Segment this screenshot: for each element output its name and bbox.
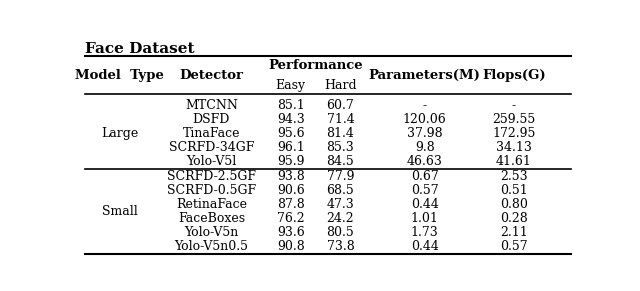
Text: 95.9: 95.9 [277, 155, 305, 168]
Text: 73.8: 73.8 [326, 240, 355, 253]
Text: RetinaFace: RetinaFace [176, 198, 247, 211]
Text: Performance: Performance [268, 59, 363, 72]
Text: 0.44: 0.44 [411, 198, 438, 211]
Text: 0.80: 0.80 [500, 198, 528, 211]
Text: 90.6: 90.6 [277, 184, 305, 197]
Text: 81.4: 81.4 [326, 127, 355, 140]
Text: 80.5: 80.5 [326, 226, 355, 239]
Text: 24.2: 24.2 [326, 212, 354, 225]
Text: 46.63: 46.63 [407, 155, 443, 168]
Text: 1.73: 1.73 [411, 226, 438, 239]
Text: Yolo-V5n0.5: Yolo-V5n0.5 [175, 240, 248, 253]
Text: Detector: Detector [179, 69, 243, 82]
Text: Yolo-V5l: Yolo-V5l [186, 155, 237, 168]
Text: 120.06: 120.06 [403, 113, 447, 126]
Text: Parameters(M): Parameters(M) [369, 69, 481, 82]
Text: 0.57: 0.57 [411, 184, 438, 197]
Text: 9.8: 9.8 [415, 141, 435, 154]
Text: 60.7: 60.7 [326, 99, 355, 112]
Text: 1.01: 1.01 [411, 212, 438, 225]
Text: -: - [422, 99, 427, 112]
Text: 71.4: 71.4 [326, 113, 355, 126]
Text: 0.28: 0.28 [500, 212, 528, 225]
Text: 0.57: 0.57 [500, 240, 528, 253]
Text: 47.3: 47.3 [326, 198, 355, 211]
Text: Small: Small [102, 205, 138, 218]
Text: 0.51: 0.51 [500, 184, 528, 197]
Text: 84.5: 84.5 [326, 155, 355, 168]
Text: Hard: Hard [324, 79, 356, 92]
Text: Flops(G): Flops(G) [482, 69, 546, 82]
Text: SCRFD-34GF: SCRFD-34GF [169, 141, 254, 154]
Text: Face Dataset: Face Dataset [85, 42, 195, 56]
Text: 172.95: 172.95 [492, 127, 536, 140]
Text: SCRFD-0.5GF: SCRFD-0.5GF [167, 184, 256, 197]
Text: 0.44: 0.44 [411, 240, 438, 253]
Text: 37.98: 37.98 [407, 127, 442, 140]
Text: 90.8: 90.8 [277, 240, 305, 253]
Text: DSFD: DSFD [193, 113, 230, 126]
Text: 77.9: 77.9 [326, 170, 354, 182]
Text: 0.67: 0.67 [411, 170, 438, 182]
Text: Yolo-V5n: Yolo-V5n [184, 226, 239, 239]
Text: 2.11: 2.11 [500, 226, 528, 239]
Text: 93.8: 93.8 [277, 170, 305, 182]
Text: 34.13: 34.13 [496, 141, 532, 154]
Text: 41.61: 41.61 [496, 155, 532, 168]
Text: SCRFD-2.5GF: SCRFD-2.5GF [167, 170, 256, 182]
Text: 85.1: 85.1 [277, 99, 305, 112]
Text: Easy: Easy [276, 79, 306, 92]
Text: MTCNN: MTCNN [185, 99, 238, 112]
Text: 85.3: 85.3 [326, 141, 355, 154]
Text: TinaFace: TinaFace [182, 127, 240, 140]
Text: 95.6: 95.6 [277, 127, 305, 140]
Text: 96.1: 96.1 [277, 141, 305, 154]
Text: FaceBoxes: FaceBoxes [178, 212, 245, 225]
Text: 87.8: 87.8 [277, 198, 305, 211]
Text: 68.5: 68.5 [326, 184, 355, 197]
Text: 94.3: 94.3 [277, 113, 305, 126]
Text: Model  Type: Model Type [76, 69, 164, 82]
Text: 93.6: 93.6 [277, 226, 305, 239]
Text: 76.2: 76.2 [277, 212, 305, 225]
Text: -: - [512, 99, 516, 112]
Text: 259.55: 259.55 [492, 113, 536, 126]
Text: Large: Large [101, 127, 138, 140]
Text: 2.53: 2.53 [500, 170, 528, 182]
